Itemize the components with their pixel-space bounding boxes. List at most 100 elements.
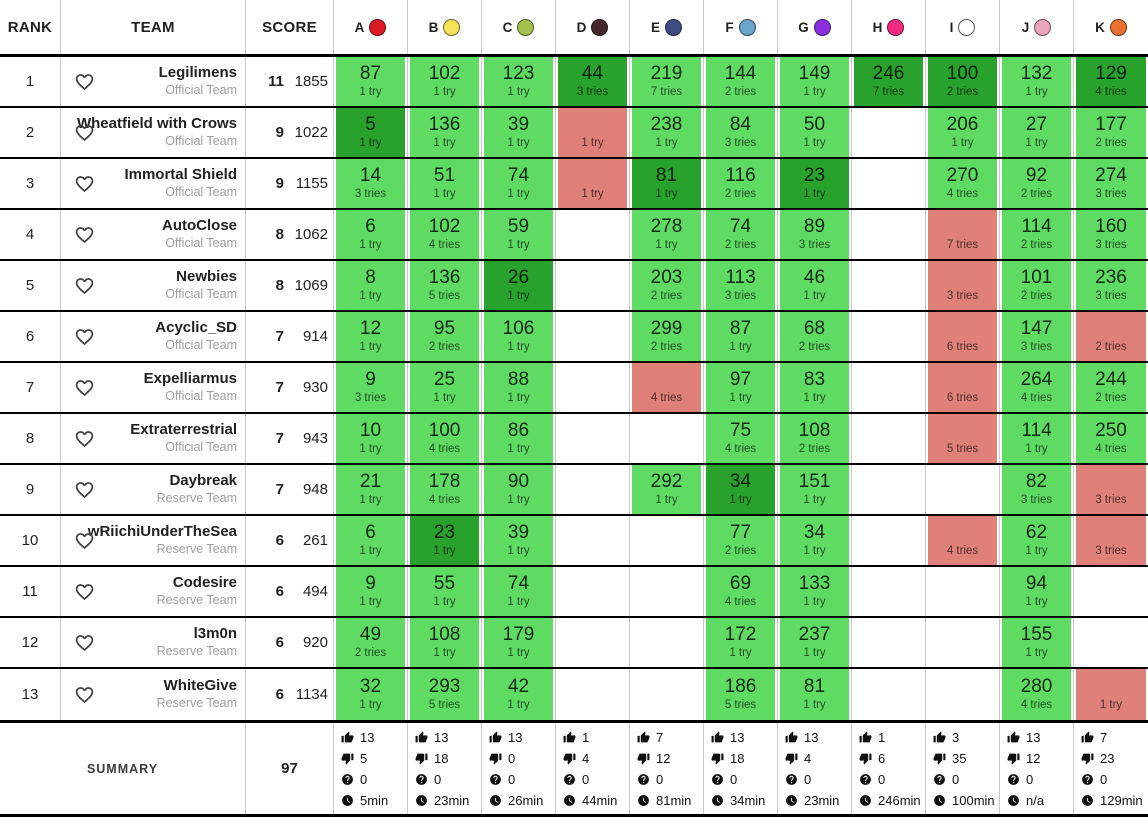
team-cell: AutoClose Official Team — [61, 210, 246, 259]
penalty-score: 1022 — [294, 124, 328, 141]
cell-tries: 1 try — [803, 290, 826, 302]
thumbs-down-icon — [341, 753, 354, 764]
clock-icon — [860, 794, 871, 806]
heart-outline-icon[interactable] — [74, 275, 95, 296]
team-name: Wheatfield with Crows — [76, 115, 237, 133]
cell-time: 136 — [428, 267, 461, 288]
problem-cell-B: 102 1 try — [408, 57, 482, 106]
problem-cell-F: 84 3 tries — [704, 108, 778, 157]
cell-time: 81 — [803, 676, 826, 697]
cell-time: 101 — [1020, 267, 1053, 288]
summary-dislikes-count: 5 — [360, 750, 368, 766]
cell-tries: 3 tries — [798, 239, 831, 251]
cell-tries: 4 tries — [946, 188, 979, 200]
heart-outline-icon[interactable] — [74, 479, 95, 500]
result-block-solved: 280 4 tries — [1002, 669, 1071, 720]
cell-tries: 2 tries — [650, 290, 683, 302]
problem-cell-E — [630, 414, 704, 463]
thumbs-up-icon — [859, 731, 872, 742]
cell-tries: 1 try — [359, 699, 382, 711]
heart-outline-icon[interactable] — [74, 684, 95, 705]
solved-count: 7 — [275, 379, 284, 396]
problem-cell-H — [852, 669, 926, 720]
problem-cell-E — [630, 567, 704, 616]
solved-count: 7 — [275, 481, 284, 498]
team-name: wRiichiUnderTheSea — [87, 523, 237, 541]
heart-outline-icon[interactable] — [74, 326, 95, 347]
cell-time: 23 — [803, 165, 826, 186]
clock-icon — [786, 794, 797, 806]
summary-likes-count: 13 — [1026, 729, 1041, 745]
team-cell: Extraterrestrial Official Team — [61, 414, 246, 463]
problem-header-A: A — [334, 0, 408, 54]
result-block-solved: 95 2 tries — [410, 312, 479, 361]
heart-outline-icon[interactable] — [74, 428, 95, 449]
thumbs-up-icon — [785, 731, 798, 742]
cell-tries: 1 try — [507, 699, 530, 711]
thumbs-up-icon — [489, 731, 502, 742]
heart-outline-icon[interactable] — [74, 173, 95, 194]
cell-tries: 1 try — [507, 341, 530, 353]
cell-time: 82 — [1025, 471, 1048, 492]
cell-tries: 1 try — [803, 647, 826, 659]
team-text: WhiteGive Reserve Team — [61, 677, 245, 711]
heart-outline-icon[interactable] — [74, 224, 95, 245]
problem-cell-H — [852, 108, 926, 157]
problem-cell-B: 55 1 try — [408, 567, 482, 616]
clock-icon — [564, 794, 575, 806]
heart-outline-icon[interactable] — [74, 122, 95, 143]
cell-time: 34 — [803, 522, 826, 543]
problem-cell-E: 219 7 tries — [630, 57, 704, 106]
cell-time: 46 — [803, 267, 826, 288]
result-block-solved: 74 1 try — [484, 567, 553, 616]
result-block-solved: 51 1 try — [410, 159, 479, 208]
heart-outline-icon[interactable] — [74, 632, 95, 653]
cell-tries: 1 try — [433, 596, 456, 608]
question-icon — [860, 773, 871, 785]
heart-outline-icon[interactable] — [74, 71, 95, 92]
balloon-icon — [369, 18, 387, 36]
cell-tries: 3 tries — [946, 290, 979, 302]
heart-outline-icon[interactable] — [74, 377, 95, 398]
problem-cell-I: 4 tries — [926, 516, 1000, 565]
result-block-solved: 14 3 tries — [336, 159, 405, 208]
result-block-solved: 278 1 try — [632, 210, 701, 259]
summary-line: 81min — [637, 791, 703, 810]
problem-header-I: I — [926, 0, 1000, 54]
cell-tries: 1 try — [729, 494, 752, 506]
team-text: Acyclic_SD Official Team — [61, 319, 245, 353]
cell-tries: 3 tries — [1095, 494, 1127, 506]
cell-time: 151 — [798, 471, 831, 492]
cell-tries: 1 try — [1025, 545, 1048, 557]
result-block-solved: 89 3 tries — [780, 210, 849, 259]
summary-likes-count: 13 — [508, 729, 523, 745]
team-text: Codesire Reserve Team — [61, 574, 245, 608]
score-cell: 9 1155 — [246, 159, 334, 208]
summary-avg-time: 81min — [656, 792, 692, 808]
result-block-solved: 114 2 tries — [1002, 210, 1071, 259]
cell-time: 10 — [359, 420, 382, 441]
problem-cell-F: 144 2 tries — [704, 57, 778, 106]
result-block-solved: 49 2 tries — [336, 618, 405, 667]
problem-cell-F: 87 1 try — [704, 312, 778, 361]
summary-cell-H: 1 6 0 246min — [852, 723, 926, 814]
heart-outline-icon[interactable] — [74, 530, 95, 551]
result-block-solved: 46 1 try — [780, 261, 849, 310]
heart-outline-icon[interactable] — [74, 581, 95, 602]
result-block-solved: 55 1 try — [410, 567, 479, 616]
cell-tries: 1 try — [433, 137, 456, 149]
problem-header-J: J — [1000, 0, 1074, 54]
summary-label-cell: SUMMARY — [0, 723, 246, 814]
problem-cell-C: 59 1 try — [482, 210, 556, 259]
problem-cell-G: 149 1 try — [778, 57, 852, 106]
summary-dislikes-count: 18 — [730, 750, 745, 766]
problem-cell-A: 49 2 tries — [334, 618, 408, 667]
result-block-failed: 3 tries — [1076, 465, 1146, 514]
cell-time: 90 — [507, 471, 530, 492]
summary-line: 4 — [563, 749, 629, 768]
cell-tries: 4 tries — [946, 545, 979, 557]
cell-time: 74 — [507, 165, 530, 186]
team-name: l3m0n — [193, 625, 237, 643]
result-block-solved: 270 4 tries — [928, 159, 997, 208]
problem-cell-H — [852, 363, 926, 412]
